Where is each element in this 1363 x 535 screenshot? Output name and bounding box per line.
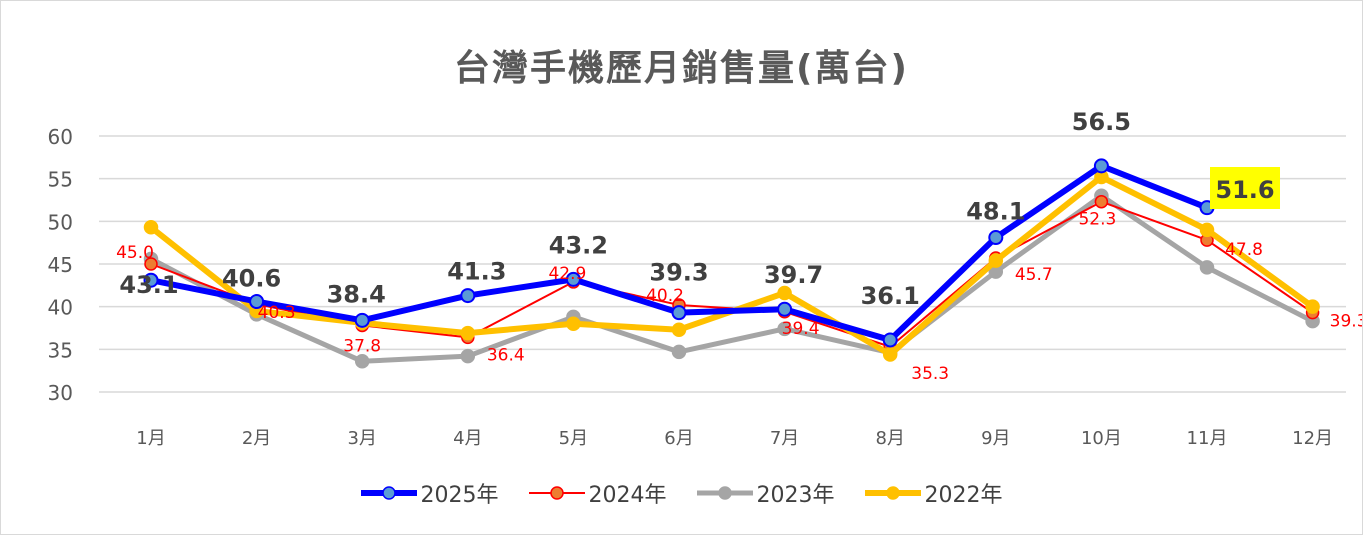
data-point bbox=[1199, 222, 1215, 238]
series-line-2022年 bbox=[149, 173, 1315, 358]
x-tick-label: 4月 bbox=[453, 428, 482, 449]
x-tick-label: 2月 bbox=[242, 428, 271, 449]
y-tick-label: 45 bbox=[48, 253, 73, 277]
x-tick-label: 11月 bbox=[1187, 428, 1228, 449]
data-point bbox=[1093, 158, 1109, 174]
data-label: 47.8 bbox=[1225, 240, 1263, 260]
y-tick-label: 40 bbox=[48, 296, 73, 320]
data-label: 45.0 bbox=[116, 243, 154, 263]
data-label: 48.1 bbox=[966, 198, 1025, 226]
x-tick-label: 12月 bbox=[1292, 428, 1333, 449]
data-point bbox=[566, 316, 581, 331]
y-tick-label: 35 bbox=[48, 338, 73, 362]
data-point bbox=[354, 312, 370, 328]
legend-marker-icon bbox=[528, 486, 585, 500]
data-label: 40.6 bbox=[222, 265, 281, 293]
data-point bbox=[249, 294, 265, 310]
data-point bbox=[354, 354, 370, 369]
legend: 2025年 2024年 2023年 2022年 bbox=[1, 477, 1362, 509]
data-point bbox=[777, 301, 793, 317]
data-label: 35.3 bbox=[911, 364, 949, 384]
legend-marker-icon bbox=[864, 486, 921, 500]
data-label: 43.2 bbox=[549, 231, 608, 259]
y-tick-label: 55 bbox=[48, 168, 73, 192]
data-point bbox=[882, 347, 898, 362]
data-label: 37.8 bbox=[343, 336, 381, 356]
legend-item[interactable]: 2025年 bbox=[360, 477, 499, 509]
data-label: 56.5 bbox=[1072, 108, 1131, 136]
legend-label: 2023年 bbox=[756, 483, 835, 508]
data-point bbox=[1305, 299, 1320, 314]
data-point bbox=[671, 322, 687, 337]
x-tick-label: 3月 bbox=[347, 428, 376, 449]
data-point bbox=[1094, 194, 1109, 209]
data-point bbox=[988, 230, 1004, 246]
data-label: 40.3 bbox=[258, 303, 296, 323]
legend-item[interactable]: 2022年 bbox=[864, 477, 1003, 509]
data-label: 42.9 bbox=[548, 264, 586, 284]
x-tick-label: 1月 bbox=[136, 428, 165, 449]
data-point bbox=[460, 348, 476, 364]
y-tick-label: 30 bbox=[48, 381, 73, 405]
data-point bbox=[460, 325, 476, 341]
data-label: 40.2 bbox=[646, 286, 684, 306]
data-label: 39.3 bbox=[649, 259, 708, 287]
x-tick-label: 6月 bbox=[664, 428, 693, 449]
legend-label: 2024年 bbox=[588, 483, 667, 508]
data-point bbox=[143, 220, 159, 235]
x-tick-label: 8月 bbox=[875, 428, 904, 449]
y-tick-label: 60 bbox=[48, 125, 73, 149]
data-label: 52.3 bbox=[1078, 210, 1116, 230]
data-label: 51.6 bbox=[1215, 176, 1274, 204]
highlight-box bbox=[1210, 167, 1280, 209]
data-label: 38.4 bbox=[327, 280, 386, 308]
x-tick-label: 5月 bbox=[559, 428, 588, 449]
legend-label: 2022年 bbox=[924, 483, 1003, 508]
x-tick-label: 9月 bbox=[981, 428, 1010, 449]
data-label: 43.1 bbox=[119, 271, 178, 299]
x-tick-label: 7月 bbox=[770, 428, 799, 449]
x-tick-label: 10月 bbox=[1081, 428, 1122, 449]
data-point bbox=[882, 332, 898, 348]
legend-label: 2025年 bbox=[420, 483, 499, 508]
series-line-2023年 bbox=[149, 193, 1314, 364]
data-point bbox=[777, 285, 792, 301]
data-point bbox=[144, 257, 158, 271]
data-label: 45.7 bbox=[1015, 265, 1053, 285]
data-point bbox=[988, 253, 1004, 268]
data-label: 36.1 bbox=[861, 282, 920, 310]
data-point bbox=[777, 321, 792, 337]
chart-title: 台灣手機歷月銷售量(萬台) bbox=[454, 48, 909, 89]
data-point bbox=[671, 344, 687, 360]
data-label: 39.4 bbox=[782, 319, 820, 339]
data-point bbox=[1199, 260, 1215, 275]
legend-item[interactable]: 2024年 bbox=[528, 477, 667, 509]
legend-item[interactable]: 2023年 bbox=[696, 477, 835, 509]
legend-marker-icon bbox=[360, 486, 417, 500]
legend-marker-icon bbox=[696, 486, 753, 500]
y-tick-label: 50 bbox=[48, 210, 73, 234]
data-label: 39.3 bbox=[1330, 312, 1363, 332]
data-point bbox=[671, 305, 687, 321]
data-point bbox=[460, 288, 476, 304]
data-label: 39.7 bbox=[764, 261, 823, 289]
data-label: 41.3 bbox=[447, 258, 506, 286]
data-point bbox=[143, 272, 159, 288]
data-label: 36.4 bbox=[487, 345, 525, 365]
data-point bbox=[565, 271, 581, 287]
